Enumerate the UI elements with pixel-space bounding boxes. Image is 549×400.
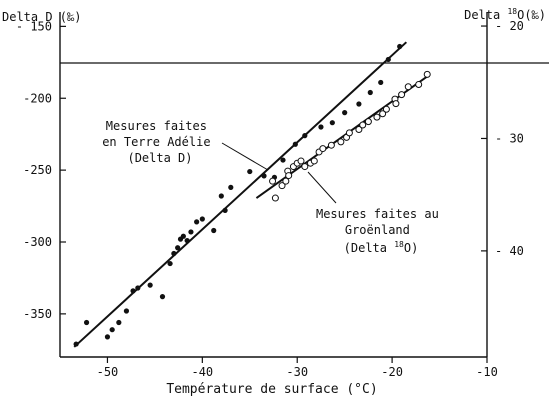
point-open	[382, 105, 390, 113]
point-filled	[292, 141, 298, 147]
point-open	[404, 83, 412, 91]
point-filled	[104, 334, 111, 340]
point-open	[415, 81, 423, 89]
regression-lines	[73, 41, 431, 348]
point-filled	[228, 184, 234, 190]
point-filled	[385, 56, 391, 63]
y-left-tick-label: -350	[23, 307, 52, 321]
point-open	[271, 194, 279, 202]
point-filled	[159, 294, 166, 300]
point-filled	[397, 43, 403, 50]
x-tick-label: -50	[97, 365, 119, 379]
point-filled	[135, 285, 141, 291]
data-points	[73, 43, 431, 347]
point-open	[359, 121, 367, 129]
x-tick-label: -40	[191, 365, 213, 379]
point-open	[327, 141, 335, 149]
point-filled	[247, 168, 253, 175]
point-filled	[280, 157, 286, 163]
y-left-tick-label: - 150	[16, 19, 52, 33]
y-right-tick-label: - 20	[495, 19, 524, 33]
point-filled	[356, 101, 362, 107]
point-open	[269, 177, 277, 185]
point-filled	[194, 219, 200, 225]
point-filled	[147, 282, 153, 288]
x-tick-label: -10	[476, 365, 498, 379]
point-filled	[211, 227, 217, 234]
point-open	[392, 100, 400, 108]
point-filled	[199, 216, 205, 222]
point-open	[310, 157, 318, 165]
point-filled	[261, 173, 267, 179]
point-open	[337, 138, 345, 146]
point-open	[319, 145, 327, 153]
point-filled	[378, 79, 384, 86]
point-open	[423, 70, 431, 78]
point-filled	[73, 341, 79, 347]
x-tick-label: -20	[381, 365, 403, 379]
point-open	[282, 177, 290, 185]
point-open	[398, 91, 406, 99]
y-left-tick-label: -250	[23, 163, 52, 177]
point-open	[301, 163, 309, 171]
annotation-greenland-pointer	[307, 171, 337, 204]
y-right-tick-label: - 40	[495, 244, 524, 258]
point-open	[373, 113, 381, 121]
point-filled	[367, 89, 373, 96]
point-open	[379, 110, 387, 118]
point-open	[355, 125, 363, 133]
point-open	[278, 182, 286, 190]
point-filled	[167, 260, 173, 267]
point-filled	[184, 237, 190, 244]
left-axis-title: Delta D (‰)	[2, 10, 81, 24]
point-open	[364, 118, 372, 126]
point-filled	[171, 250, 177, 257]
point-filled	[302, 133, 308, 139]
point-open	[345, 129, 353, 137]
point-filled	[109, 327, 115, 333]
annotation-antarctic-pointer	[221, 142, 269, 171]
point-filled	[188, 229, 194, 235]
point-filled	[175, 245, 181, 251]
point-filled	[116, 319, 122, 326]
point-filled	[123, 308, 130, 314]
fit-line-left	[73, 41, 408, 348]
point-open	[285, 172, 293, 180]
point-open	[297, 157, 305, 165]
x-axis-title: Température de surface (°C)	[166, 382, 377, 397]
annotation-greenland: Mesures faites au Groënland (Delta 18O)	[316, 207, 446, 255]
point-filled	[329, 120, 335, 126]
point-filled	[218, 193, 224, 199]
x-tick-label: -30	[286, 365, 308, 379]
y-left-tick-label: -200	[23, 91, 52, 105]
point-filled	[180, 233, 186, 239]
annotation-antarctic: Mesures faites en Terre Adélie (Delta D)	[102, 119, 218, 165]
y-left-tick-label: -300	[23, 235, 52, 249]
point-filled	[222, 207, 228, 213]
point-filled	[318, 124, 324, 130]
right-axis-title: Delta 18O(‰)	[464, 7, 546, 22]
axis-ticks: -50 -40 -30 -20 -10 - 150 -200 -250 -300 -350 - 20…	[16, 19, 524, 379]
point-filled	[83, 319, 90, 326]
y-right-tick-label: - 30	[495, 131, 524, 145]
point-filled	[342, 110, 348, 116]
point-filled	[130, 288, 136, 294]
